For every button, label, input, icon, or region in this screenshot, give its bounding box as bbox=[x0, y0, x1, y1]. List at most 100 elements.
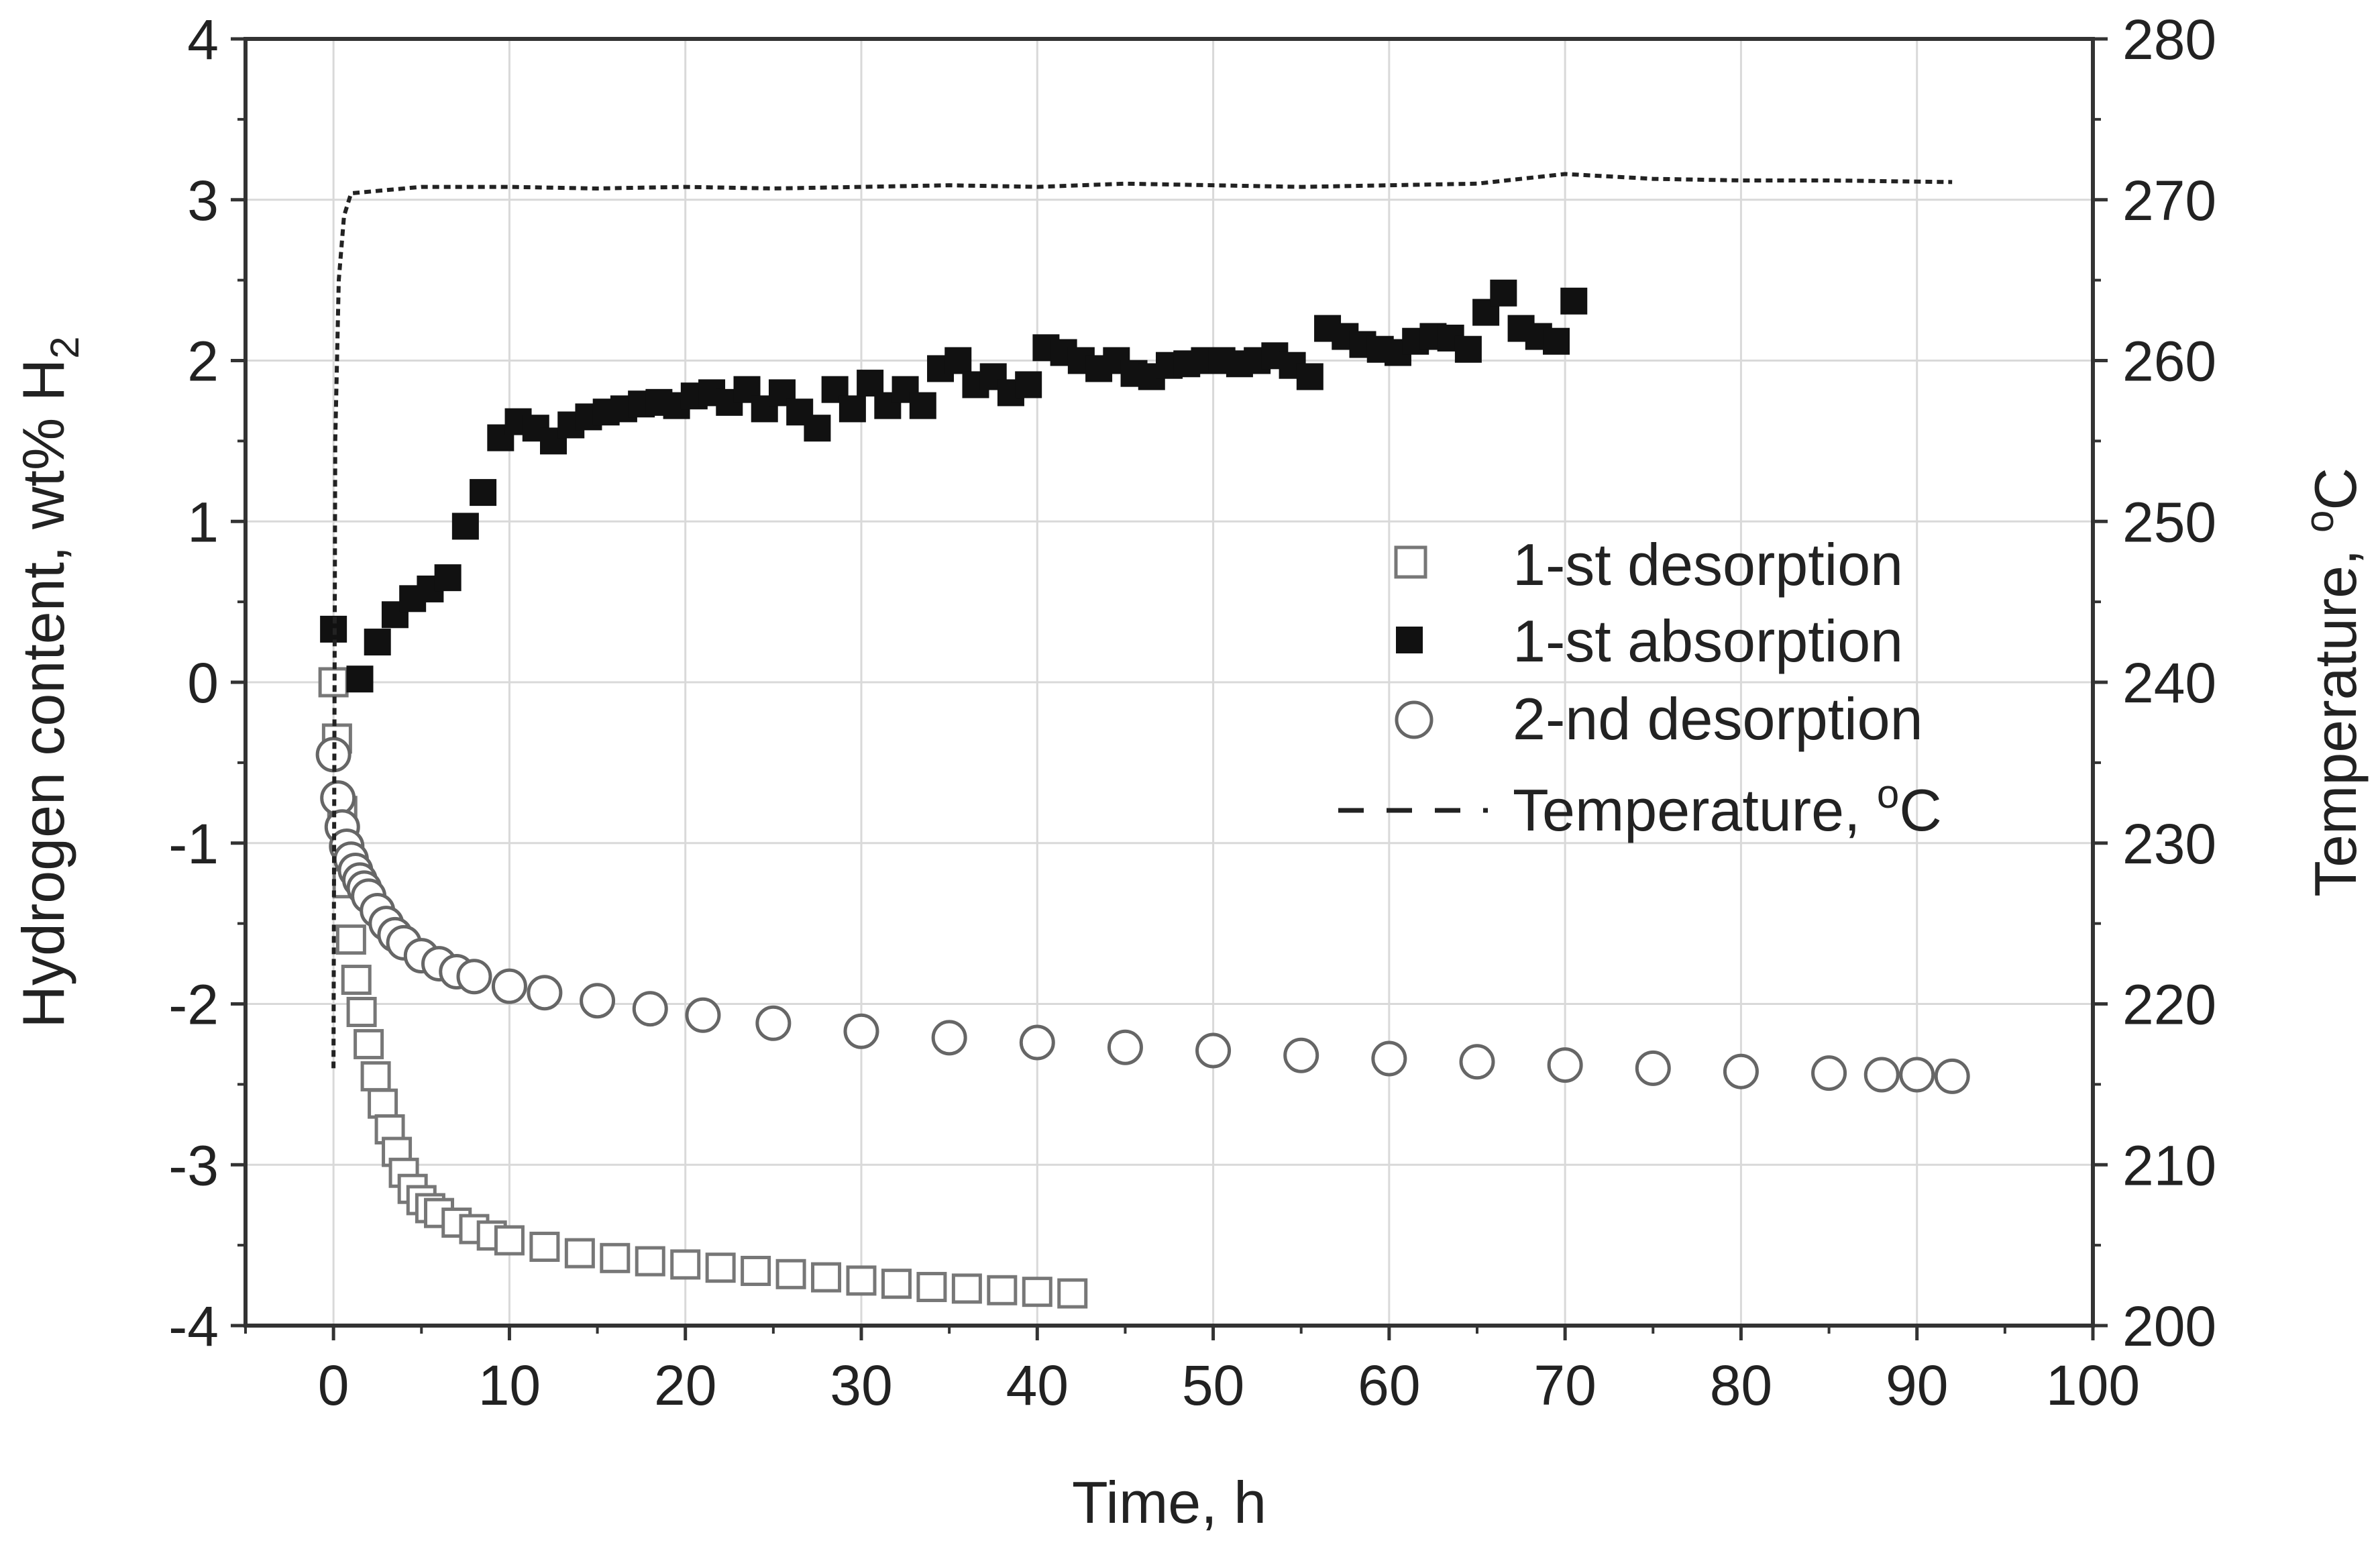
absorption-1-point bbox=[1560, 287, 1588, 315]
data-series bbox=[315, 172, 1970, 1309]
absorption-1-point bbox=[944, 347, 972, 374]
y-tick-label: -1 bbox=[168, 812, 219, 875]
x-tick-label: 20 bbox=[654, 1354, 716, 1417]
desorption-1-point bbox=[987, 1275, 1018, 1305]
desorption-2-point bbox=[491, 968, 527, 1004]
legend-label-1st-absorption: 1-st absorption bbox=[1513, 608, 1903, 674]
desorption-2-point bbox=[1547, 1047, 1583, 1083]
y2-tick-label: 270 bbox=[2122, 169, 2216, 232]
desorption-2-point bbox=[1371, 1040, 1407, 1077]
y-tick-label: 3 bbox=[187, 169, 219, 232]
y2-tick-label: 200 bbox=[2122, 1295, 2216, 1358]
y2-tick-label: 260 bbox=[2122, 330, 2216, 393]
desorption-2-point bbox=[1899, 1057, 1935, 1093]
desorption-1-point bbox=[1022, 1277, 1052, 1307]
y-tick-label: 2 bbox=[187, 330, 219, 393]
series-filled-square bbox=[320, 279, 1588, 693]
series-open-circle bbox=[315, 737, 1970, 1094]
desorption-2-point bbox=[456, 959, 492, 995]
desorption-2-point bbox=[685, 997, 721, 1033]
x-tick-label: 10 bbox=[478, 1354, 541, 1417]
y-tick-label: -4 bbox=[168, 1295, 219, 1358]
desorption-2-point bbox=[1811, 1055, 1847, 1091]
legend-label-1st-desorption: 1-st desorption bbox=[1513, 531, 1903, 598]
desorption-2-point bbox=[1635, 1050, 1671, 1086]
absorption-1-point bbox=[1015, 371, 1042, 398]
desorption-2-point bbox=[1107, 1029, 1143, 1065]
desorption-1-point bbox=[494, 1225, 525, 1256]
desorption-1-point bbox=[335, 924, 366, 955]
y2-tick-label: 210 bbox=[2122, 1134, 2216, 1197]
desorption-2-point bbox=[1283, 1037, 1319, 1073]
desorption-1-point bbox=[916, 1271, 947, 1302]
desorption-1-point bbox=[635, 1246, 665, 1277]
desorption-1-point bbox=[705, 1252, 736, 1283]
desorption-2-point bbox=[527, 975, 563, 1011]
legend-marker-filled-square bbox=[1396, 627, 1423, 653]
desorption-1-point bbox=[360, 1061, 391, 1091]
desorption-1-point bbox=[741, 1255, 771, 1286]
desorption-1-point bbox=[846, 1265, 877, 1296]
absorption-1-point bbox=[451, 513, 479, 540]
y2-tick-label: 250 bbox=[2122, 490, 2216, 553]
absorption-1-point bbox=[804, 415, 831, 442]
desorption-1-point bbox=[670, 1249, 701, 1280]
desorption-1-point bbox=[811, 1262, 842, 1293]
y-tick-label: -3 bbox=[168, 1134, 219, 1197]
legend-label-temperature: Temperature, oC bbox=[1513, 771, 1942, 843]
desorption-1-point bbox=[354, 1028, 384, 1059]
axis-ticks: 0 10 20 30 40 50 60 70 80 90 100 -4 -3 -2 -1 0 1 2 3 4 200 21… bbox=[168, 8, 2216, 1417]
desorption-1-point bbox=[881, 1269, 912, 1299]
x-tick-label: 60 bbox=[1358, 1354, 1420, 1417]
legend-marker-open-circle bbox=[1395, 700, 1434, 739]
x-tick-label: 100 bbox=[2046, 1354, 2140, 1417]
absorption-1-point bbox=[1296, 363, 1323, 390]
x-axis-title: Time, h bbox=[1072, 1469, 1266, 1536]
x-tick-label: 80 bbox=[1710, 1354, 1772, 1417]
y2-axis-title: Temperature, oC bbox=[2297, 468, 2369, 897]
y2-tick-label: 240 bbox=[2122, 651, 2216, 714]
desorption-1-point bbox=[529, 1232, 560, 1263]
desorption-1-point bbox=[951, 1273, 982, 1304]
x-tick-label: 70 bbox=[1533, 1354, 1596, 1417]
absorption-1-point bbox=[1454, 335, 1482, 363]
desorption-2-point bbox=[1723, 1053, 1759, 1089]
desorption-2-point bbox=[1195, 1032, 1232, 1069]
desorption-2-point bbox=[1459, 1044, 1495, 1080]
desorption-2-point bbox=[580, 983, 616, 1019]
absorption-1-point bbox=[434, 564, 462, 592]
y2-tick-label: 230 bbox=[2122, 812, 2216, 875]
desorption-1-point bbox=[600, 1242, 631, 1273]
legend-marker-open-square bbox=[1394, 545, 1427, 579]
desorption-2-point bbox=[1863, 1057, 1900, 1093]
desorption-1-point bbox=[341, 965, 372, 996]
desorption-2-point bbox=[755, 1005, 792, 1041]
desorption-2-point bbox=[1019, 1024, 1055, 1061]
x-tick-label: 90 bbox=[1886, 1354, 1948, 1417]
absorption-1-point bbox=[470, 479, 497, 506]
desorption-2-point bbox=[931, 1020, 967, 1056]
desorption-2-point bbox=[1934, 1058, 1970, 1094]
y-tick-label: 0 bbox=[187, 651, 219, 714]
desorption-1-point bbox=[775, 1259, 806, 1289]
absorption-1-point bbox=[909, 392, 936, 419]
absorption-1-point bbox=[857, 370, 884, 397]
legend-label-2nd-desorption: 2-nd desorption bbox=[1513, 686, 1923, 752]
absorption-1-point bbox=[364, 629, 391, 656]
desorption-1-point bbox=[564, 1238, 595, 1269]
y-axis-title: Hydrogen content, wt% H2 bbox=[10, 336, 87, 1028]
absorption-1-point bbox=[346, 665, 374, 693]
legend: 1-st desorption 1-st absorption 2-nd des… bbox=[1338, 531, 1942, 843]
desorption-2-point bbox=[843, 1013, 879, 1049]
absorption-1-point bbox=[839, 395, 866, 423]
desorption-2-point bbox=[320, 780, 356, 816]
series-dashed-line bbox=[331, 172, 1953, 1069]
desorption-1-point bbox=[346, 996, 377, 1027]
x-tick-label: 30 bbox=[830, 1354, 892, 1417]
x-tick-label: 40 bbox=[1006, 1354, 1069, 1417]
y-tick-label: 4 bbox=[187, 8, 219, 71]
desorption-1-point bbox=[368, 1088, 398, 1119]
y-tick-label: 1 bbox=[187, 490, 219, 553]
absorption-1-point bbox=[1490, 279, 1517, 307]
